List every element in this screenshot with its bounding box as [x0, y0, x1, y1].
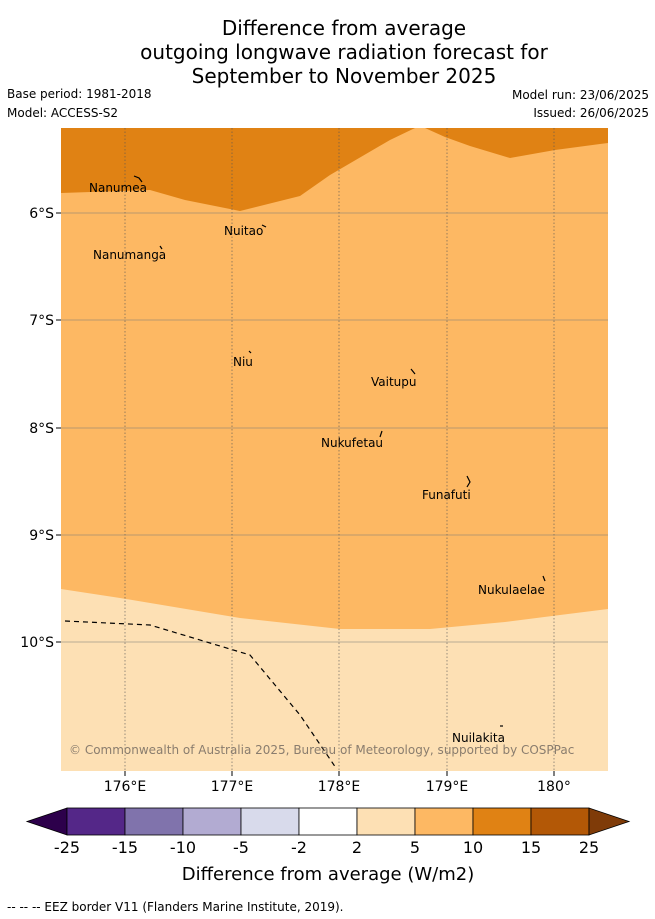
colorbar-segment — [530, 807, 590, 836]
latitude-gridlines — [61, 212, 608, 643]
colorbar-tick-label: -15 — [112, 838, 138, 857]
lon-tick-177e: 177°E — [211, 779, 254, 795]
place-label-vaitupu: Vaitupu — [371, 375, 417, 389]
latitude-tick-labels: 6°S 7°S 8°S 9°S 10°S — [20, 206, 54, 651]
axis-tick-marks — [56, 212, 555, 776]
colorbar-title: Difference from average (W/m2) — [182, 864, 474, 885]
colorbar-tick-labels: -25 -15 -10 -5 -2 2 5 10 15 25 — [54, 838, 599, 857]
lat-tick-8s: 8°S — [29, 421, 54, 437]
colorbar-segment — [124, 807, 184, 836]
copyright-notice: © Commonwealth of Australia 2025, Bureau… — [69, 743, 574, 757]
colorbar-segment — [356, 807, 416, 836]
lon-tick-178e: 178°E — [318, 779, 361, 795]
title-line-1: Difference from average — [221, 16, 467, 40]
colorbar-extend-low — [25, 807, 68, 836]
band-10-to-15-east — [425, 128, 608, 158]
place-label-nuilakita: Nuilakita — [452, 731, 505, 745]
issued-date: Issued: 26/06/2025 — [533, 106, 649, 120]
place-label-niu: Niu — [233, 355, 253, 369]
band-5-to-10 — [61, 128, 608, 629]
chart-title: Difference from average outgoing longwav… — [0, 16, 655, 88]
colorbar-segment — [414, 807, 474, 836]
place-labels: Nanumea Nuitao Nanumanga Niu Vaitupu Nuk… — [89, 181, 545, 745]
map-plot-area: Nanumea Nuitao Nanumanga Niu Vaitupu Nuk… — [61, 128, 608, 771]
colorbar-tick-label: -2 — [291, 838, 307, 857]
longitude-gridlines — [124, 128, 555, 771]
colorbar-tick-label: 5 — [410, 838, 420, 857]
colorbar-tick-label: 10 — [463, 838, 483, 857]
place-label-nanumea: Nanumea — [89, 181, 147, 195]
place-label-funafuti: Funafuti — [422, 488, 471, 502]
lat-tick-10s: 10°S — [20, 635, 54, 651]
lat-tick-7s: 7°S — [29, 313, 54, 329]
lon-tick-176e: 176°E — [104, 779, 147, 795]
colorbar-segment — [298, 807, 358, 836]
colorbar-tick-label: 15 — [521, 838, 541, 857]
place-label-nukufetau: Nukufetau — [321, 436, 383, 450]
lat-tick-9s: 9°S — [29, 528, 54, 544]
model-name: Model: ACCESS-S2 — [7, 106, 119, 120]
title-line-3: September to November 2025 — [191, 64, 497, 88]
colorbar-tick-label: -10 — [170, 838, 196, 857]
place-label-nanumanga: Nanumanga — [93, 248, 166, 262]
colorbar-tick-label: 2 — [352, 838, 362, 857]
eez-border-line — [64, 620, 337, 769]
model-run: Model run: 23/06/2025 — [511, 88, 649, 102]
colorbar-segment — [66, 807, 126, 836]
colorbar-segment — [240, 807, 300, 836]
lon-tick-179e: 179°E — [426, 779, 469, 795]
colorbar-extend-high — [588, 807, 631, 836]
colorbar-segment — [182, 807, 242, 836]
colorbar-segment — [472, 807, 532, 836]
colorbar-tick-label: -25 — [54, 838, 80, 857]
place-label-nukulaelae: Nukulaelae — [478, 583, 545, 597]
band-10-to-15-west — [61, 128, 415, 211]
lat-tick-6s: 6°S — [29, 206, 54, 222]
longitude-tick-labels: 176°E 177°E 178°E 179°E 180° — [104, 779, 571, 795]
place-label-nuitao: Nuitao — [224, 224, 263, 238]
lon-tick-180: 180° — [537, 779, 571, 795]
island-shapes — [133, 175, 546, 727]
colorbar-tick-label: 25 — [579, 838, 599, 857]
colorbar — [25, 807, 631, 836]
title-line-2: outgoing longwave radiation forecast for — [140, 40, 548, 64]
base-period: Base period: 1981-2018 — [7, 87, 152, 101]
eez-border-legend: -- -- -- EEZ border V11 (Flanders Marine… — [7, 900, 344, 914]
colorbar-tick-label: -5 — [233, 838, 249, 857]
